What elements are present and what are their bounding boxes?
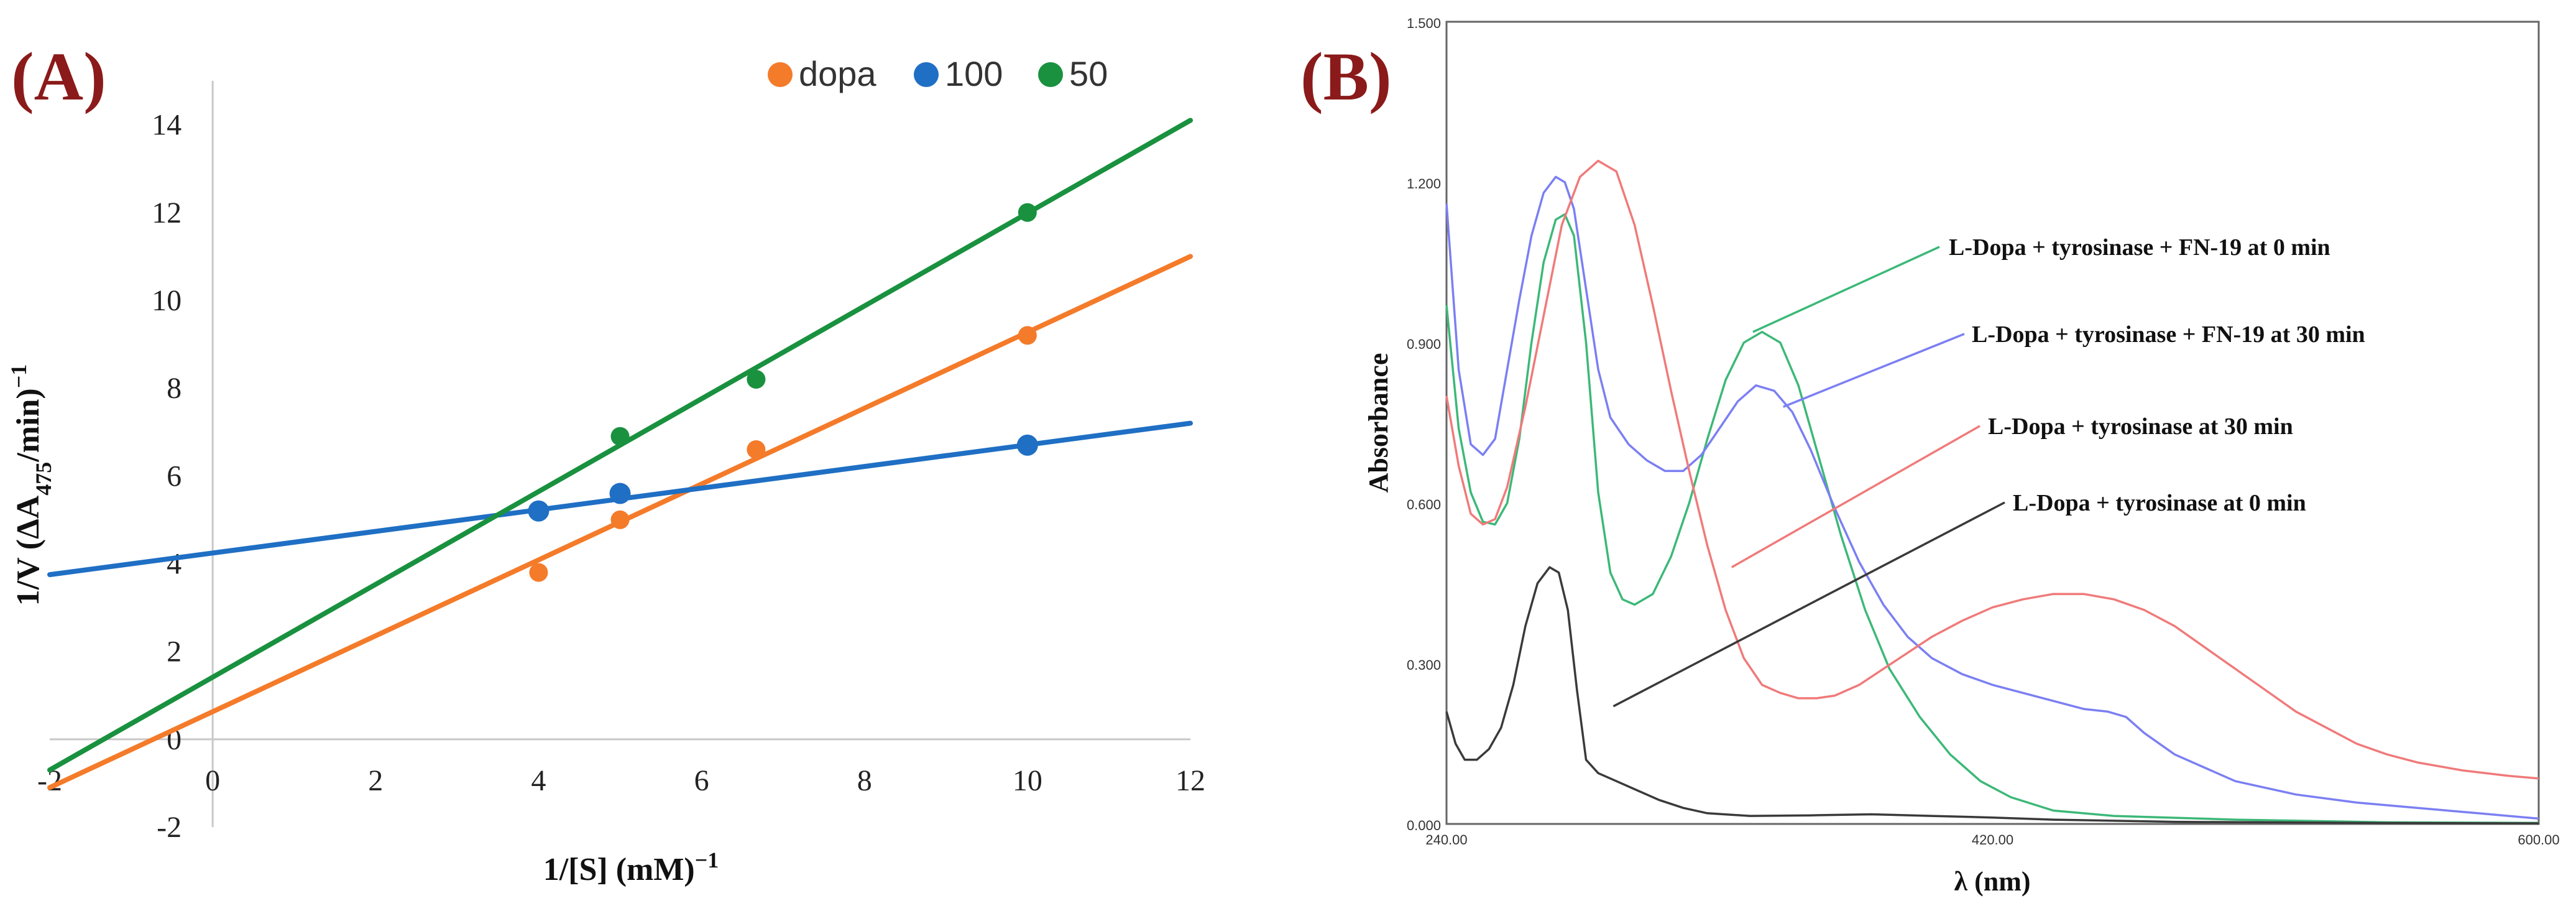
x-ticks-a: -2 0 2 4 6 8 10 12 [37, 764, 1205, 797]
legend-a: dopa 100 50 [768, 54, 1108, 93]
data-point-50 [747, 370, 766, 389]
spectrum-line-2 [1445, 175, 2539, 820]
data-point-100 [609, 483, 631, 504]
panel-b: (B) 0.000 0.300 0.600 0.900 1.200 1.500 240.0… [1300, 16, 2560, 897]
x-axis-label-a: 1/[S] (mM)−1 [543, 848, 719, 887]
annotation-leader-4 [1612, 501, 2005, 708]
y-tick-label-b: 0.900 [1407, 336, 1441, 352]
y-tick-label-a: -2 [157, 811, 182, 844]
panel-b-label: (B) [1300, 39, 1392, 114]
data-point-dopa [747, 440, 766, 459]
annotation-label-3: L-Dopa + tyrosinase at 30 min [1988, 414, 2293, 440]
data-point-50 [1018, 203, 1037, 222]
x-ticks-b: 240.00 420.00 600.00 [1425, 832, 2559, 848]
x-tick-label-a: 6 [694, 764, 709, 797]
x-tick-label-a: 8 [857, 764, 872, 797]
annotation-leader-1 [1752, 246, 1940, 333]
spectrum-line-4 [1445, 566, 2539, 825]
y-tick-label-a: 2 [167, 636, 182, 668]
y-tick-label-a: 10 [152, 284, 182, 317]
annotation-label-4: L-Dopa + tyrosinase at 0 min [2013, 490, 2306, 516]
legend-label-dopa: dopa [799, 54, 876, 93]
annotation-leader-2 [1783, 333, 1965, 408]
data-point-100 [1016, 434, 1038, 456]
legend-marker-50 [1038, 62, 1063, 87]
annotation-label-1: L-Dopa + tyrosinase + FN-19 at 0 min [1949, 234, 2330, 261]
y-axis-label-b: Absorbance [1363, 353, 1394, 493]
legend-marker-dopa [768, 62, 793, 87]
data-point-100 [528, 500, 550, 522]
y-tick-label-b: 1.200 [1407, 176, 1441, 192]
x-tick-label-a: 2 [368, 764, 383, 797]
series-b [1445, 159, 2539, 825]
data-point-50 [610, 427, 630, 446]
y-tick-label-a: 12 [152, 197, 182, 229]
y-tick-label-b: 0.000 [1407, 818, 1441, 833]
y-tick-label-b: 1.500 [1407, 16, 1441, 31]
series-a [47, 118, 1193, 790]
y-tick-label-b: 0.300 [1407, 657, 1441, 673]
panel-a: (A) dopa 100 50 -2 0 2 4 6 8 10 12 -20246810121… [6, 39, 1205, 887]
y-tick-label-a: 6 [167, 460, 182, 492]
legend-marker-100 [914, 62, 939, 87]
data-point-dopa [529, 563, 548, 582]
x-tick-label-a: 10 [1013, 764, 1042, 797]
x-tick-label-b: 600.00 [2518, 832, 2559, 848]
annotations-b: L-Dopa + tyrosinase + FN-19 at 0 min L-Do… [1612, 234, 2365, 708]
annotation-leader-3 [1731, 425, 1980, 568]
x-tick-label-a: 12 [1175, 764, 1205, 797]
y-tick-label-b: 0.600 [1407, 497, 1441, 512]
y-tick-label-a: 14 [152, 109, 182, 142]
x-tick-label-a: 4 [531, 764, 546, 797]
y-axis-label-a: 1/V (ΔA475/min)−1 [6, 364, 56, 606]
spectrum-line-1 [1445, 213, 2539, 825]
x-tick-label-b: 420.00 [1972, 832, 2013, 848]
legend-label-100: 100 [945, 54, 1003, 93]
x-tick-label-b: 240.00 [1425, 832, 1467, 848]
x-axis-label-b: λ (nm) [1954, 866, 2030, 897]
spectrum-line-3 [1445, 159, 2539, 780]
plot-frame-b [1445, 21, 2540, 825]
annotation-label-2: L-Dopa + tyrosinase + FN-19 at 30 min [1972, 321, 2365, 348]
panel-a-label: (A) [11, 39, 106, 114]
x-tick-label-a: 0 [205, 764, 220, 797]
legend-label-50: 50 [1069, 54, 1108, 93]
y-tick-label-a: 4 [167, 547, 182, 580]
y-tick-label-a: 8 [167, 372, 182, 405]
y-ticks-b: 0.000 0.300 0.600 0.900 1.200 1.500 [1407, 16, 1441, 833]
data-point-dopa [1018, 326, 1037, 345]
axes-a [50, 81, 1190, 827]
data-point-dopa [610, 510, 630, 529]
